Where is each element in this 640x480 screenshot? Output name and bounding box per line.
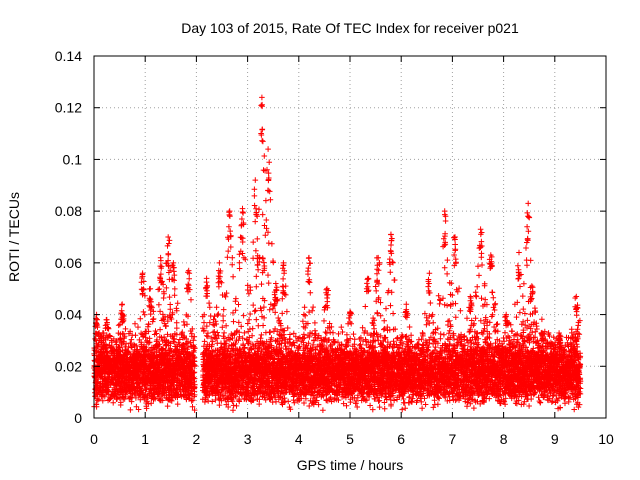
roti-point [122,326,129,332]
roti-point [122,393,129,399]
roti-point [174,401,181,407]
roti-point [367,402,373,409]
roti-point [135,406,142,413]
roti-point [255,323,262,329]
roti-point [135,324,141,330]
roti-point [145,324,151,330]
roti-point [376,404,383,410]
roti-point [133,343,140,349]
roti-point [381,326,387,333]
roti-point [370,406,376,413]
roti-point [110,400,116,406]
roti-point [143,386,150,392]
roti-point [127,328,133,335]
roti-point [95,397,101,404]
roti-point [249,325,256,332]
roti-point [273,399,279,405]
roti-point [137,396,144,403]
roti-point [241,330,248,336]
roti-point [117,402,124,408]
roti-point [114,396,120,402]
roti-point [93,404,100,410]
roti-point [236,334,243,340]
roti-point [132,320,138,327]
roti-point [144,398,150,405]
roti-point [164,403,171,409]
roti-point [145,401,152,407]
roti-point [285,398,291,405]
roti-point [105,352,111,359]
roti-point [102,393,108,400]
data-points [91,94,584,413]
roti-point [312,346,319,353]
roti-point [128,336,135,343]
chart-title: Day 103 of 2015, Rate Of TEC Index for r… [181,20,519,36]
roti-point [100,330,107,336]
roti-point [324,330,330,336]
roti-point [201,338,208,345]
roti-point [357,341,364,348]
roti-point [132,332,139,338]
roti-point [121,396,128,402]
roti-point [320,407,326,413]
roti-point [96,396,102,402]
roti-point [142,386,149,393]
roti-point [233,403,240,409]
roti-point [100,397,106,404]
roti-point [143,405,150,412]
roti-point [157,326,163,333]
roti-point [381,406,388,412]
roti-point [211,329,218,335]
roti-point [127,340,134,346]
roti-point [301,331,307,338]
roti-point [174,325,180,331]
roti-point [127,407,134,413]
roti-point [338,324,345,330]
roti-point [230,407,236,413]
